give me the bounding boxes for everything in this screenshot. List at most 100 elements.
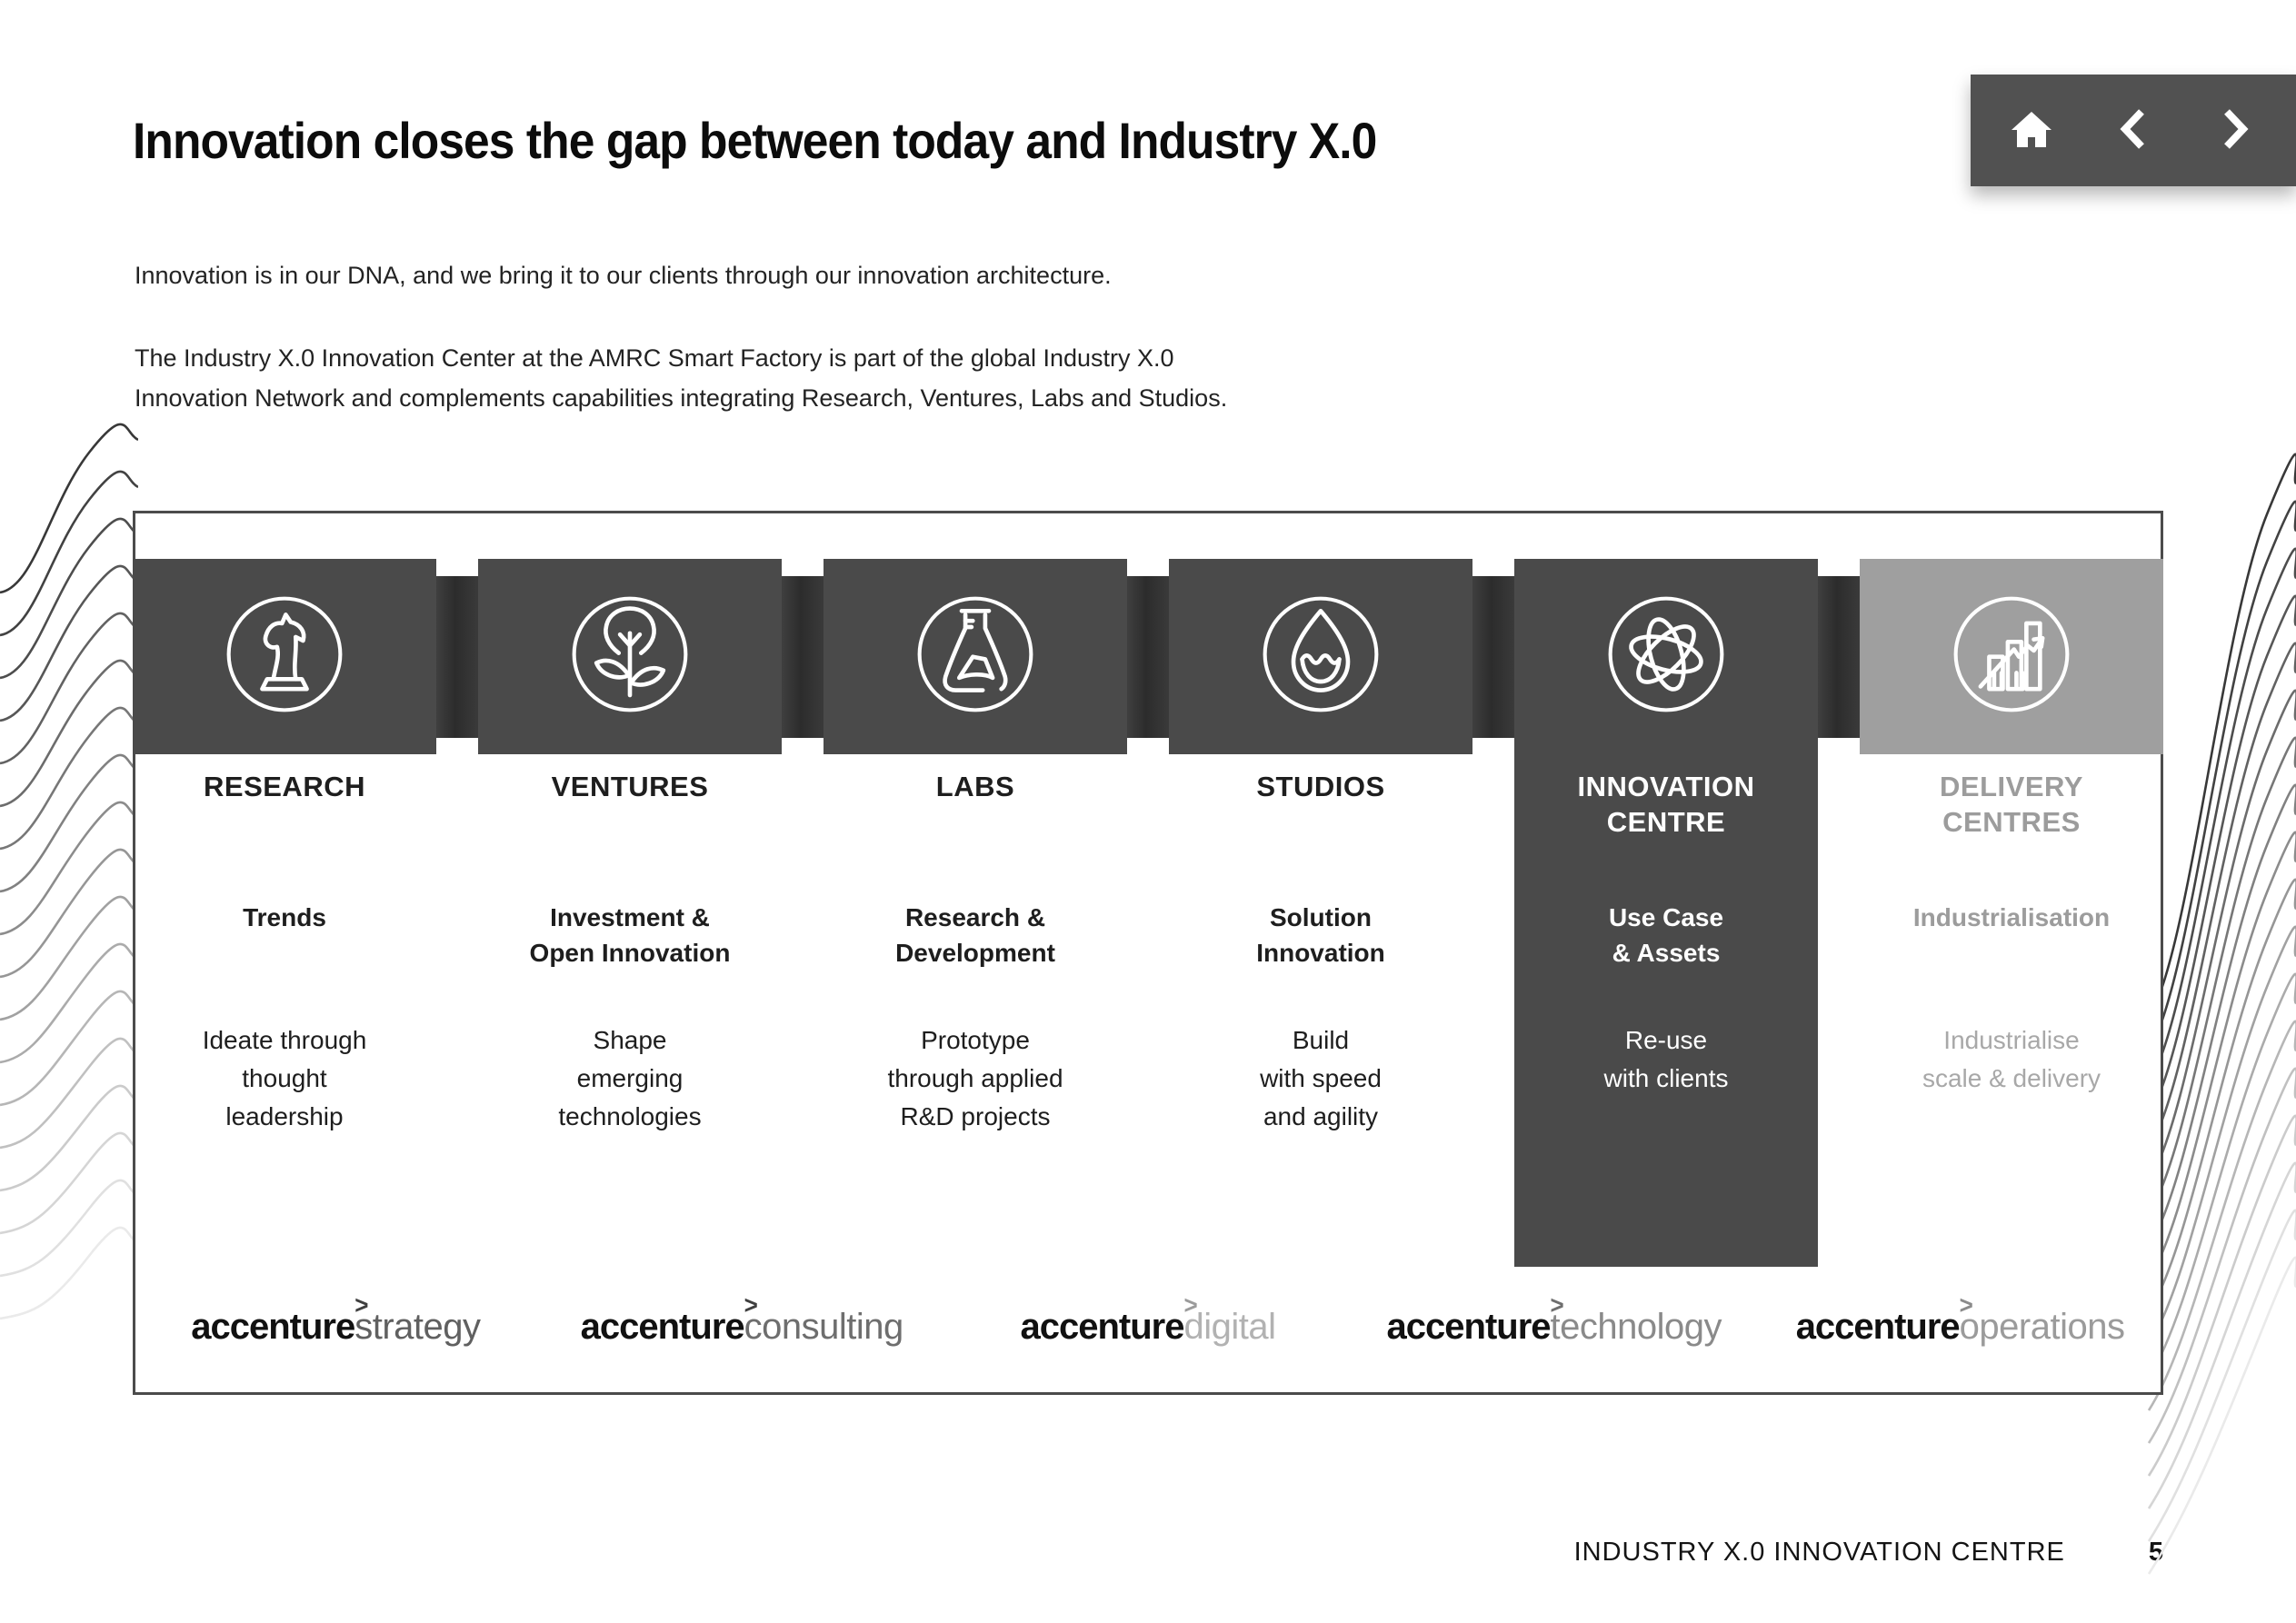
- column-description-line: with clients: [1603, 1064, 1729, 1092]
- home-button[interactable]: [2009, 109, 2054, 153]
- column-title-line: VENTURES: [551, 771, 709, 802]
- column-research: RESEARCH Trends Ideate through thought l…: [133, 511, 436, 1395]
- column-subtitle: Use Case & Assets: [1514, 900, 1818, 971]
- column-description-line: Prototype: [921, 1026, 1030, 1054]
- column-connector: [782, 576, 824, 738]
- column-subtitle-line: Investment &: [550, 903, 710, 931]
- brand-cell: accenture > operations: [1757, 1291, 2163, 1359]
- research-icon-box: [133, 559, 436, 754]
- column-description: Re-use with clients: [1514, 1021, 1818, 1098]
- wave-lines-decoration-left: [0, 423, 138, 1320]
- brand-cell: accenture > consulting: [539, 1291, 945, 1359]
- footer-label: INDUSTRY X.0 INNOVATION CENTRE: [1573, 1538, 2065, 1567]
- column-connector: [436, 576, 478, 738]
- accenture-digital-logo: accenture > digital: [1020, 1291, 1276, 1348]
- column-description-line: Shape: [593, 1026, 667, 1054]
- column-subtitle-line: Use Case: [1608, 903, 1724, 931]
- column-title-line: CENTRE: [1606, 806, 1726, 838]
- division-wordmark: operations: [1959, 1306, 2125, 1347]
- column-subtitle-line: Trends: [243, 903, 326, 931]
- column-subtitle-line: Solution: [1270, 903, 1372, 931]
- body-paragraph: The Industry X.0 Innovation Center at th…: [135, 338, 1227, 418]
- accenture-wordmark: accenture: [1386, 1306, 1552, 1347]
- accenture-consulting-logo: accenture > consulting: [580, 1291, 904, 1348]
- accenture-chevron-icon: >: [744, 1290, 758, 1320]
- column-subtitle-line: Development: [895, 939, 1055, 967]
- column-description-line: Industrialise: [1943, 1026, 2080, 1054]
- chevron-right-icon: [2217, 107, 2253, 154]
- column-subtitle-line: Research &: [904, 903, 1046, 931]
- column-description-line: scale & delivery: [1922, 1064, 2101, 1092]
- accenture-chevron-icon: >: [1959, 1290, 1973, 1320]
- brand-cell: accenture > technology: [1351, 1290, 1757, 1359]
- column-subtitle: Solution Innovation: [1169, 900, 1472, 971]
- accenture-wordmark: accenture: [191, 1306, 355, 1347]
- chess-knight-icon: [216, 586, 353, 727]
- division-wordmark: digital: [1183, 1306, 1276, 1347]
- column-title: RESEARCH: [133, 769, 436, 804]
- studios-icon-box: [1169, 559, 1472, 754]
- column-title: STUDIOS: [1169, 769, 1472, 804]
- accenture-operations-logo: accenture > operations: [1795, 1291, 2125, 1348]
- column-description: Industrialise scale & delivery: [1860, 1021, 2163, 1098]
- column-description: Shape emerging technologies: [478, 1021, 782, 1136]
- column-subtitle-line: Industrialisation: [1912, 903, 2111, 931]
- column-description-line: and agility: [1263, 1102, 1379, 1130]
- column-description-line: Ideate through: [202, 1026, 367, 1054]
- column-subtitle: Trends: [133, 900, 436, 935]
- column-subtitle-line: Open Innovation: [529, 939, 731, 967]
- accenture-chevron-icon: >: [1183, 1290, 1197, 1320]
- column-title: VENTURES: [478, 769, 782, 804]
- column-subtitle: Research & Development: [824, 900, 1127, 971]
- brand-cell: accenture > digital: [945, 1291, 1352, 1359]
- column-title: DELIVERY CENTRES: [1860, 769, 2163, 840]
- next-slide-button[interactable]: [2212, 109, 2258, 153]
- column-title-line: CENTRES: [1942, 806, 2081, 838]
- column-title: LABS: [824, 769, 1127, 804]
- division-wordmark: strategy: [354, 1306, 481, 1347]
- column-title-line: DELIVERY: [1940, 771, 2083, 802]
- column-labs: LABS Research & Development Prototype th…: [824, 511, 1127, 1395]
- column-description: Build with speed and agility: [1169, 1021, 1472, 1136]
- division-wordmark: consulting: [744, 1306, 904, 1347]
- column-description-line: technologies: [558, 1102, 702, 1130]
- ventures-icon-box: [478, 559, 782, 754]
- page-number: 5: [2148, 1538, 2163, 1567]
- column-subtitle-line: Innovation: [1256, 939, 1385, 967]
- accenture-chevron-icon: >: [354, 1290, 368, 1320]
- column-description-line: thought: [242, 1064, 327, 1092]
- flask-icon: [907, 586, 1043, 727]
- accenture-strategy-logo: accenture > strategy: [191, 1291, 481, 1348]
- column-description-line: Build: [1292, 1026, 1350, 1054]
- accenture-wordmark: accenture: [1795, 1306, 1961, 1347]
- column-title-line: RESEARCH: [204, 771, 365, 802]
- column-title-line: LABS: [935, 771, 1015, 802]
- column-description: Ideate through thought leadership: [133, 1021, 436, 1136]
- brand-cell: accenture > strategy: [133, 1291, 539, 1359]
- previous-slide-button[interactable]: [2111, 109, 2156, 153]
- bar-chart-growth-icon: [1943, 586, 2080, 727]
- column-delivery-centres: DELIVERY CENTRES Industrialisation Indus…: [1860, 511, 2163, 1395]
- division-wordmark: technology: [1550, 1306, 1722, 1347]
- lightbulb-plant-icon: [562, 586, 698, 727]
- slide-footer: INDUSTRY X.0 INNOVATION CENTRE 5: [133, 1538, 2163, 1568]
- accenture-wordmark: accenture: [580, 1306, 745, 1347]
- column-connector: [1127, 576, 1169, 738]
- delivery-centres-icon-box: [1860, 559, 2163, 754]
- column-description-line: through applied: [887, 1064, 1063, 1092]
- column-subtitle: Industrialisation: [1860, 900, 2163, 935]
- column-innovation-centre: INNOVATION CENTRE Use Case & Assets Re-u…: [1514, 511, 1818, 1395]
- column-description-line: Re-use: [1624, 1026, 1708, 1054]
- column-connector: [1472, 576, 1514, 738]
- wave-lines-decoration-right: [2147, 453, 2296, 1575]
- column-title: INNOVATION CENTRE: [1514, 769, 1818, 840]
- body-line: The Industry X.0 Innovation Center at th…: [135, 344, 1174, 372]
- column-ventures: VENTURES Investment & Open Innovation Sh…: [478, 511, 782, 1395]
- atom-icon: [1598, 586, 1734, 727]
- intro-paragraph: Innovation is in our DNA, and we bring i…: [135, 262, 1112, 289]
- home-icon: [2010, 109, 2053, 153]
- chevron-left-icon: [2115, 107, 2151, 154]
- labs-icon-box: [824, 559, 1127, 754]
- accenture-chevron-icon: >: [1550, 1290, 1564, 1320]
